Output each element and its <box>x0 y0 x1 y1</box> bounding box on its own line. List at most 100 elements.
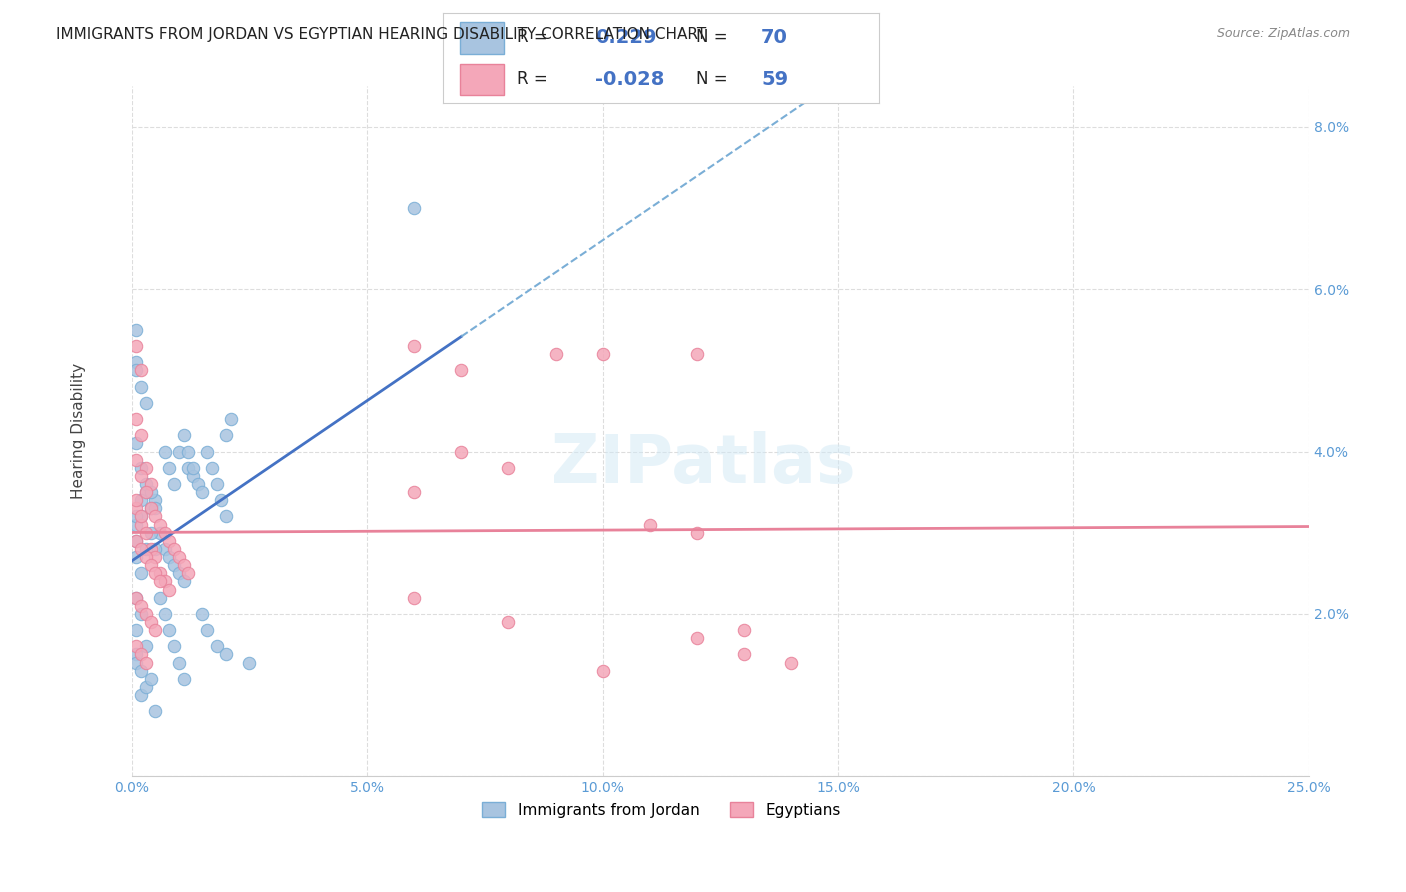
Point <box>215 509 238 524</box>
Point <box>187 477 209 491</box>
Point <box>135 640 157 654</box>
Point <box>780 656 803 670</box>
Point <box>135 607 157 621</box>
Point <box>149 574 172 589</box>
Point <box>173 574 195 589</box>
Point <box>153 541 176 556</box>
Point <box>129 469 152 483</box>
Point <box>125 517 148 532</box>
Point <box>129 363 152 377</box>
Point <box>686 631 709 645</box>
Point <box>129 379 152 393</box>
Point <box>143 704 166 718</box>
Point <box>125 363 148 377</box>
Point <box>167 656 190 670</box>
Point <box>153 525 176 540</box>
Point <box>159 533 181 548</box>
Point <box>135 485 157 500</box>
Point <box>733 648 755 662</box>
Point <box>135 460 157 475</box>
Point <box>129 566 152 581</box>
Point <box>135 541 157 556</box>
Point <box>149 517 172 532</box>
Point <box>167 566 190 581</box>
Point <box>238 656 260 670</box>
Point <box>143 550 166 565</box>
Text: ZIPatlas: ZIPatlas <box>551 431 855 497</box>
Point <box>139 541 162 556</box>
Point <box>173 428 195 442</box>
Point <box>125 339 148 353</box>
Point <box>139 477 162 491</box>
Point <box>129 599 152 613</box>
Point <box>215 428 238 442</box>
Point <box>139 558 162 573</box>
Point <box>129 428 152 442</box>
Point <box>159 460 181 475</box>
Point <box>135 550 157 565</box>
Point <box>159 623 181 637</box>
Point <box>125 550 148 565</box>
Point <box>135 525 157 540</box>
Point <box>139 615 162 629</box>
Point <box>139 672 162 686</box>
Point <box>129 607 152 621</box>
Point <box>125 436 148 450</box>
Point <box>195 444 218 458</box>
Point <box>125 648 148 662</box>
Point <box>153 607 176 621</box>
Point <box>177 566 200 581</box>
Text: -0.028: -0.028 <box>596 70 665 89</box>
Point <box>686 347 709 361</box>
Point <box>163 640 186 654</box>
Point <box>181 469 204 483</box>
Point <box>498 460 520 475</box>
Point <box>129 648 152 662</box>
Point <box>163 558 186 573</box>
Point <box>129 509 152 524</box>
Point <box>159 582 181 597</box>
Point <box>191 485 214 500</box>
Point <box>177 444 200 458</box>
Point <box>163 541 186 556</box>
Point <box>135 680 157 694</box>
Text: Source: ZipAtlas.com: Source: ZipAtlas.com <box>1216 27 1350 40</box>
Point <box>149 591 172 605</box>
Point <box>404 485 426 500</box>
Point <box>177 460 200 475</box>
Point <box>592 664 614 678</box>
Point <box>195 623 218 637</box>
Point <box>135 656 157 670</box>
Point <box>125 623 148 637</box>
Text: R =: R = <box>517 29 548 46</box>
Point <box>205 477 228 491</box>
Point <box>209 493 232 508</box>
Point <box>638 517 661 532</box>
Point <box>686 525 709 540</box>
Point <box>129 509 152 524</box>
Point <box>125 533 148 548</box>
Point <box>143 623 166 637</box>
Point <box>167 444 190 458</box>
Y-axis label: Hearing Disability: Hearing Disability <box>72 363 86 500</box>
Point <box>173 672 195 686</box>
Point <box>125 501 148 516</box>
Point <box>404 591 426 605</box>
Point <box>139 525 162 540</box>
FancyBboxPatch shape <box>460 64 503 95</box>
Point <box>153 574 176 589</box>
Point <box>450 444 472 458</box>
Point <box>125 591 148 605</box>
Point <box>143 541 166 556</box>
Point <box>129 460 152 475</box>
Point <box>149 525 172 540</box>
Text: R =: R = <box>517 70 548 88</box>
Text: N =: N = <box>696 29 727 46</box>
Point <box>129 541 152 556</box>
Point <box>125 509 148 524</box>
Point <box>215 648 238 662</box>
Point <box>139 485 162 500</box>
Point <box>149 566 172 581</box>
Point <box>201 460 224 475</box>
Point <box>544 347 567 361</box>
